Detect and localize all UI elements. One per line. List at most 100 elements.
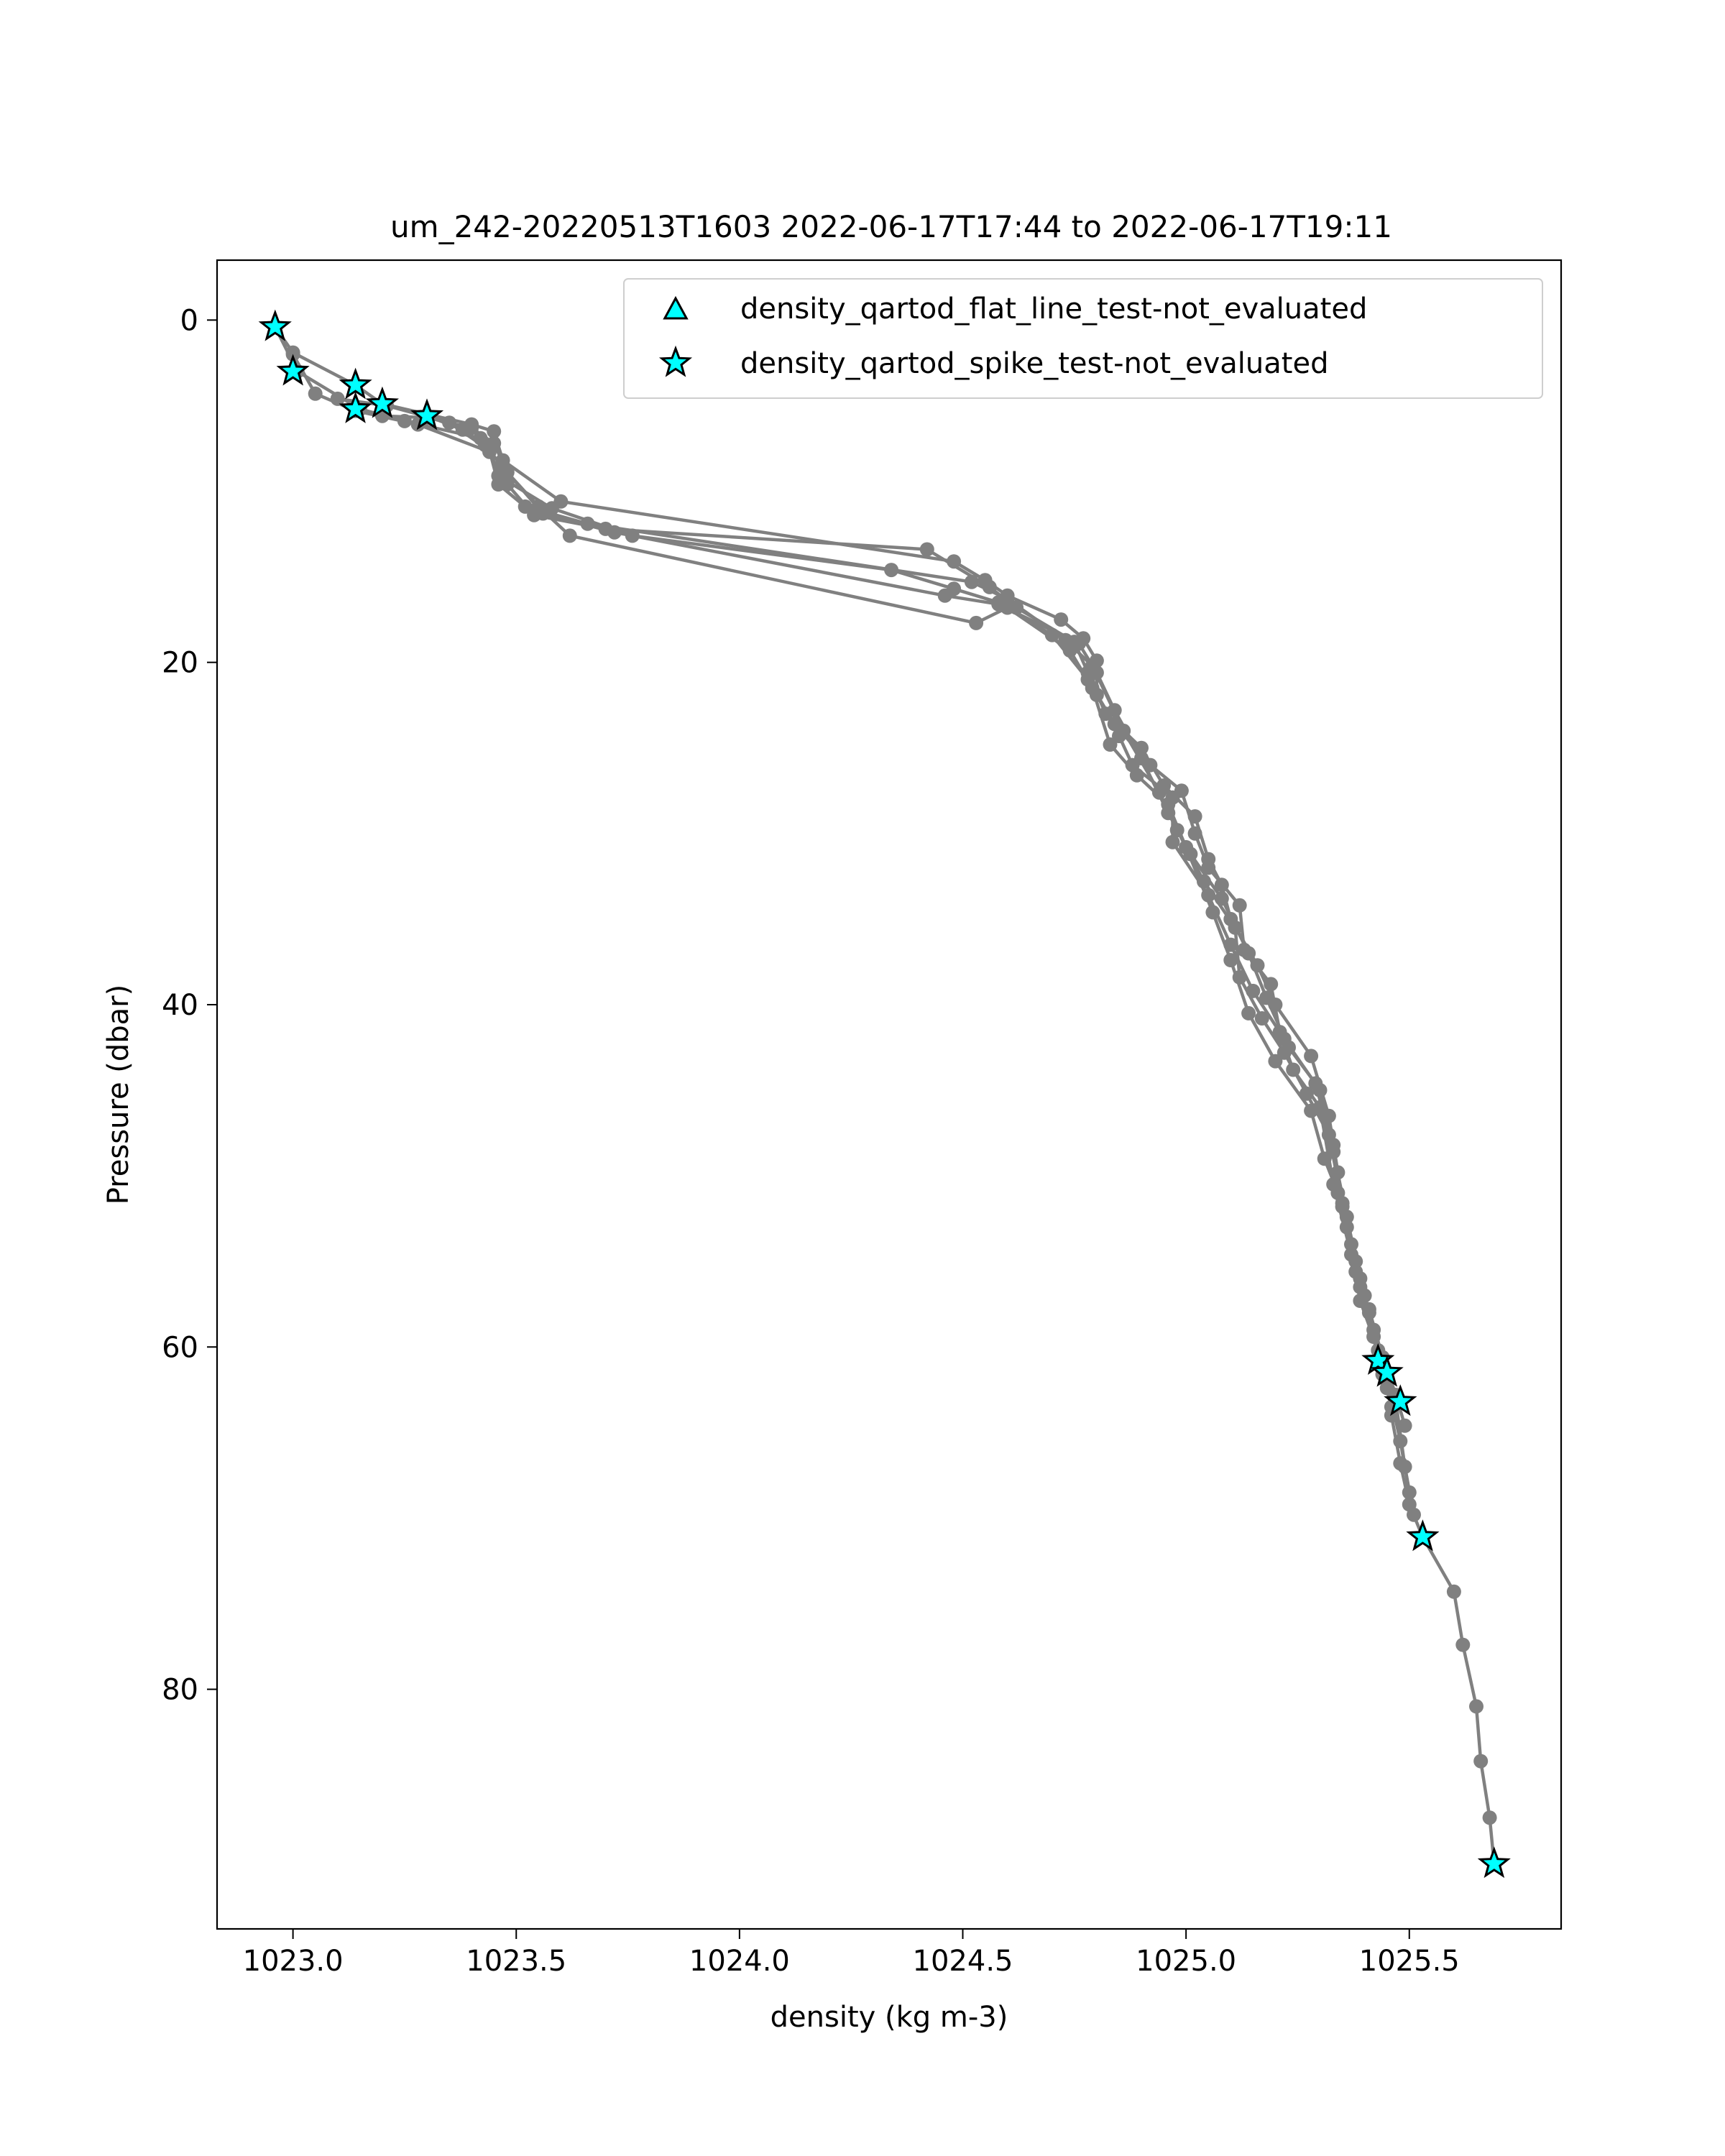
- x-axis-label: density (kg m-3): [770, 2001, 1008, 2034]
- x-tick-label: 1023.0: [243, 1945, 344, 1978]
- data-point: [330, 391, 345, 406]
- data-point: [1174, 783, 1189, 798]
- data-point: [1085, 681, 1100, 696]
- legend: density_qartod_flat_line_test-not_evalua…: [623, 278, 1543, 399]
- spike-test-markers: [258, 309, 1511, 1879]
- data-point: [1232, 898, 1247, 913]
- data-point: [1161, 806, 1176, 821]
- data-point: [1353, 1271, 1368, 1286]
- legend-triangle-icon: [663, 295, 689, 320]
- data-point: [607, 525, 622, 540]
- spike-test-star-marker: [1361, 1343, 1395, 1375]
- spike-test-star-marker: [1406, 1519, 1440, 1552]
- data-point: [1089, 665, 1104, 680]
- data-point: [1393, 1434, 1408, 1449]
- data-point: [1402, 1485, 1417, 1500]
- y-axis-ticks: 0 20 40 60 80: [162, 304, 217, 1707]
- data-point: [937, 588, 952, 603]
- data-point: [1223, 953, 1238, 967]
- profile-line: [426, 414, 1389, 1388]
- spike-test-star-marker: [276, 354, 310, 386]
- y-tick-label: 40: [162, 989, 198, 1022]
- data-point: [1165, 834, 1180, 849]
- data-point: [1339, 1210, 1354, 1225]
- data-point: [1407, 1507, 1421, 1522]
- data-point: [1469, 1699, 1484, 1714]
- spike-test-star-marker: [339, 367, 372, 400]
- profile-series-6: [420, 408, 1394, 1396]
- y-tick-label: 0: [180, 304, 198, 337]
- x-tick-label: 1024.5: [913, 1945, 1013, 1978]
- y-axis-label: Pressure (dbar): [102, 985, 135, 1204]
- spike-test-star-marker: [1477, 1846, 1511, 1879]
- data-point: [1482, 1810, 1497, 1825]
- data-point: [1308, 1076, 1323, 1091]
- data-point: [1129, 768, 1144, 783]
- data-point: [1254, 1011, 1269, 1026]
- data-point: [1264, 977, 1279, 992]
- spike-test-star-marker: [365, 386, 399, 418]
- plot-area: [258, 309, 1511, 1879]
- data-point: [1054, 612, 1069, 627]
- data-point: [487, 424, 502, 439]
- data-point: [1214, 891, 1229, 906]
- data-point: [1232, 969, 1247, 985]
- data-point: [1473, 1754, 1489, 1769]
- chart-title: um_242-20220513T1603 2022-06-17T17:44 to…: [390, 209, 1392, 244]
- spike-test-star-marker: [1370, 1355, 1404, 1387]
- data-point: [1134, 751, 1149, 765]
- data-point: [919, 542, 934, 557]
- legend-entry-star: density_qartod_spike_test-not_evaluated: [658, 345, 1328, 380]
- data-point: [1397, 1418, 1412, 1433]
- y-tick-label: 20: [162, 647, 198, 680]
- x-tick-label: 1025.0: [1136, 1945, 1236, 1978]
- x-tick-label: 1023.5: [466, 1945, 566, 1978]
- data-point: [1299, 1086, 1314, 1101]
- x-tick-label: 1025.5: [1359, 1945, 1460, 1978]
- spike-test-star-marker: [410, 398, 444, 430]
- x-axis-ticks: 1023.0 1023.5 1024.0 1024.5 1025.0 1025.5: [243, 1929, 1460, 1978]
- data-point: [1379, 1381, 1394, 1396]
- data-point: [1072, 636, 1086, 651]
- data-point: [518, 499, 533, 514]
- data-point: [1446, 1584, 1461, 1599]
- data-point: [1103, 737, 1118, 752]
- data-point: [1241, 1005, 1256, 1021]
- x-tick-label: 1024.0: [689, 1945, 790, 1978]
- y-tick-label: 60: [162, 1331, 198, 1364]
- data-point: [535, 506, 551, 521]
- data-point: [1268, 1054, 1283, 1069]
- legend-entry-triangle: density_qartod_flat_line_test-not_evalua…: [663, 292, 1367, 326]
- data-point: [969, 615, 984, 630]
- data-point: [495, 460, 510, 475]
- legend-label: density_qartod_flat_line_test-not_evalua…: [740, 292, 1367, 326]
- legend-star-icon: [658, 345, 693, 377]
- data-point: [991, 596, 1006, 612]
- data-point: [1241, 946, 1256, 961]
- data-point: [455, 422, 470, 437]
- spike-test-star-marker: [339, 391, 372, 423]
- data-point: [308, 386, 323, 401]
- y-tick-label: 80: [162, 1674, 198, 1707]
- data-point: [1183, 847, 1198, 862]
- data-point: [1282, 1040, 1296, 1055]
- legend-label: density_qartod_spike_test-not_evaluated: [740, 347, 1328, 380]
- spike-test-star-marker: [1384, 1384, 1417, 1416]
- data-point: [1259, 990, 1274, 1005]
- data-point: [1304, 1049, 1319, 1064]
- data-point: [1326, 1144, 1341, 1159]
- data-point: [1187, 826, 1202, 841]
- data-point: [1455, 1637, 1471, 1652]
- legend-frame: [623, 278, 1543, 399]
- data-point: [1201, 860, 1216, 875]
- data-point: [562, 528, 577, 543]
- data-point: [1107, 703, 1122, 718]
- data-point: [477, 438, 492, 453]
- plot-frame: [216, 259, 1563, 1930]
- data-point: [964, 574, 979, 589]
- data-point: [1205, 905, 1220, 920]
- data-point: [1366, 1322, 1381, 1337]
- spike-test-star-marker: [258, 309, 292, 341]
- data-point: [491, 477, 506, 492]
